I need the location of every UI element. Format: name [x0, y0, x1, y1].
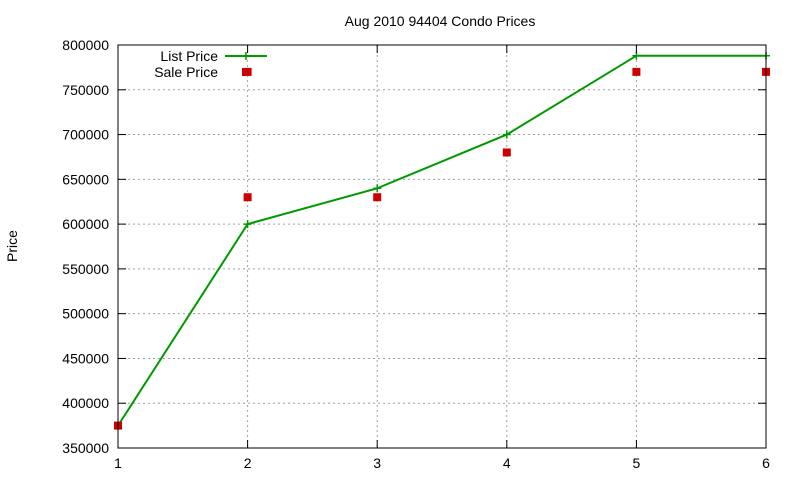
y-tick-label: 800000 — [62, 37, 109, 53]
y-tick-labels: 350000 400000 450000 500000 550000 600000 6500… — [62, 37, 109, 456]
y-tick-label: 400000 — [62, 395, 109, 411]
plot-border — [117, 44, 767, 449]
y-axis-label: Price — [4, 230, 20, 262]
x-tick-label: 3 — [373, 455, 381, 471]
list-price-point — [502, 130, 511, 139]
y-tick-label: 450000 — [62, 350, 109, 366]
x-tick-label: 5 — [633, 455, 641, 471]
legend-square-marker — [242, 68, 250, 76]
y-tick-label: 550000 — [62, 261, 109, 277]
x-tick-label: 6 — [762, 455, 770, 471]
list-price-point — [373, 184, 382, 193]
y-tick-label: 500000 — [62, 306, 109, 322]
x-tick-label: 2 — [244, 455, 252, 471]
list-price-line — [117, 54, 766, 427]
gridlines — [118, 45, 766, 448]
legend-plus-marker — [242, 52, 250, 60]
series-sale-price — [114, 67, 770, 430]
x-tick-label: 1 — [114, 455, 122, 471]
y-tick-label: 750000 — [62, 82, 109, 98]
list-price-point — [632, 51, 641, 60]
plot-series — [114, 51, 770, 430]
y-tick-label: 350000 — [62, 440, 109, 456]
sale-price-point — [502, 148, 511, 157]
sale-price-point — [632, 67, 641, 76]
legend-label: Sale Price — [154, 64, 218, 80]
y-tick-label: 700000 — [62, 127, 109, 143]
y-tick-label: 650000 — [62, 171, 109, 187]
plot-frame — [117, 44, 767, 449]
sale-price-point — [373, 193, 382, 202]
chart-title: Aug 2010 94404 Condo Prices — [345, 13, 536, 29]
x-tick-label: 4 — [503, 455, 511, 471]
x-tick-labels: 1 2 3 4 5 6 — [114, 455, 770, 471]
sale-price-point — [243, 193, 252, 202]
series-list-price — [114, 51, 770, 430]
y-tick-label: 600000 — [62, 216, 109, 232]
legend-label: List Price — [160, 48, 218, 64]
list-price-point — [243, 220, 252, 229]
